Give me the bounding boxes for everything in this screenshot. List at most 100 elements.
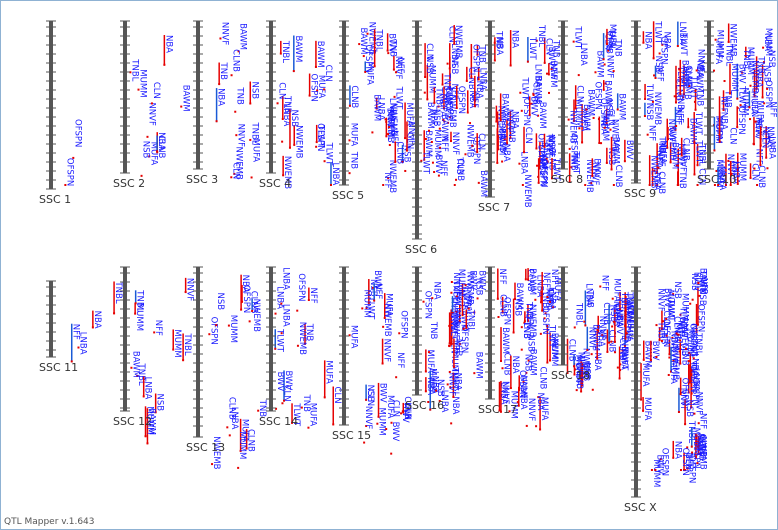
qtl-marker (651, 100, 654, 103)
qtl-label: MUFA (148, 142, 158, 166)
qtl-label: LNBA (573, 363, 583, 386)
qtl-marker (228, 434, 231, 437)
qtl-label: OFSPN (696, 304, 706, 332)
qtl-label: LNBA (578, 43, 588, 66)
qtl-marker (527, 359, 530, 362)
qtl-marker (323, 396, 326, 399)
qtl-marker (446, 383, 449, 386)
qtl-label: CLNB (756, 165, 766, 188)
qtl-marker (438, 127, 441, 130)
qtl-marker (602, 88, 605, 91)
qtl-marker (234, 110, 237, 113)
qtl-marker (245, 447, 248, 450)
qtl-label: NBA (598, 117, 608, 135)
qtl-marker (604, 82, 607, 85)
qtl-marker (679, 469, 682, 471)
qtl-marker (523, 320, 526, 323)
qtl-label: BWV (736, 64, 746, 84)
qtl-marker (509, 387, 512, 390)
qtl-label: CLNB (536, 144, 546, 167)
qtl-marker (517, 404, 520, 407)
qtl-marker (722, 108, 725, 111)
qtl-marker (453, 42, 456, 45)
qtl-marker (394, 160, 397, 163)
qtl-label: TNB (619, 291, 629, 310)
qtl-label: NSB (424, 56, 434, 74)
qtl-label: OFSPN (598, 98, 608, 126)
qtl-label: NWEMB (451, 320, 461, 353)
qtl-marker (525, 424, 528, 427)
qtl-label: LNBA (478, 68, 488, 91)
qtl-marker (385, 135, 388, 138)
qtl-marker (503, 138, 506, 141)
qtl-marker (749, 84, 752, 87)
qtl-marker (471, 144, 474, 147)
qtl-label: TLWT (613, 297, 623, 322)
qtl-label: MUFA (324, 360, 334, 384)
qtl-label: CLN (151, 82, 161, 99)
qtl-marker (568, 180, 571, 183)
qtl-label: LNBA (546, 287, 556, 310)
chromosome-bar (707, 21, 711, 169)
qtl-label: MUFA (717, 167, 727, 191)
chromosome-label: SSC 5 (332, 189, 364, 202)
chromosome-label: SSC 16 (405, 399, 444, 412)
qtl-label: BWV (387, 33, 397, 53)
qtl-marker (280, 302, 283, 305)
qtl-marker (251, 309, 254, 312)
qtl-marker (452, 395, 455, 398)
qtl-label: MUMM (691, 428, 701, 456)
chromosome-bar (49, 281, 53, 357)
qtl-label: LNBA (449, 43, 459, 66)
qtl-label: OFSPN (660, 448, 670, 476)
qtl-marker (501, 160, 504, 163)
qtl-marker (525, 371, 528, 374)
qtl-label: MUFA (713, 117, 723, 141)
qtl-marker (657, 166, 660, 169)
qtl-marker (653, 74, 656, 77)
qtl-marker (91, 326, 94, 329)
qtl-label: NWEMB (625, 296, 635, 329)
qtl-label: NFF (395, 352, 405, 368)
qtl-marker (605, 161, 608, 164)
qtl-marker (448, 87, 451, 90)
qtl-label: MUMM (237, 431, 247, 459)
qtl-marker (393, 95, 396, 98)
qtl-marker (676, 184, 679, 186)
qtl-label: NSB (365, 385, 375, 403)
qtl-label: LNBA (429, 371, 439, 394)
chromosome-label: SSC 3 (186, 173, 218, 186)
qtl-label: NFF (382, 172, 392, 188)
qtl-label: LNBA (439, 390, 449, 413)
qtl-label: NNVF (449, 312, 459, 336)
qtl-label: NNVF (597, 316, 607, 340)
qtl-marker (469, 122, 472, 125)
qtl-label: BWV (650, 341, 660, 361)
qtl-label: NWEMB (453, 25, 463, 58)
qtl-marker (682, 93, 685, 96)
qtl-marker (573, 365, 576, 368)
qtl-label: TNBL (574, 302, 584, 325)
qtl-marker (477, 181, 480, 184)
qtl-label: MUFA (607, 24, 617, 48)
qtl-marker (568, 147, 571, 150)
qtl-label: CLNB (681, 138, 691, 161)
qtl-label: NNVF (693, 392, 703, 416)
qtl-label: CLN (749, 100, 759, 117)
qtl-label: TLWT (678, 32, 688, 57)
qtl-marker (509, 137, 512, 140)
qtl-label: BAWM (358, 27, 368, 54)
qtl-label: MUMM (137, 69, 147, 97)
qtl-marker (671, 336, 674, 339)
qtl-marker (129, 71, 132, 74)
qtl-label: NNVF (363, 406, 373, 430)
qtl-marker (610, 168, 613, 171)
qtl-label: TLWT (543, 133, 553, 158)
qtl-marker (458, 342, 461, 345)
chromosome-ssc-7: CLNBNWEMBTNBBAWMOFSPNCLNBBAWMOFSPNBAWMNB… (478, 20, 561, 214)
qtl-marker (537, 175, 540, 178)
qtl-label: NFF (439, 136, 449, 152)
qtl-label: TNB (551, 39, 561, 58)
qtl-label: NWEMB (679, 323, 689, 356)
